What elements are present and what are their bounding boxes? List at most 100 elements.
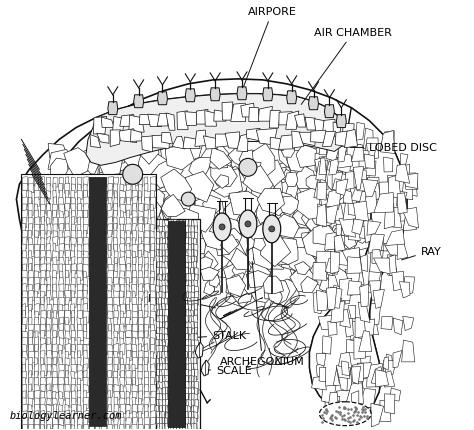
Polygon shape [138,256,153,274]
Polygon shape [328,286,343,308]
Polygon shape [28,204,33,216]
Polygon shape [177,221,180,231]
Polygon shape [77,217,81,227]
Polygon shape [168,227,171,240]
Polygon shape [156,406,159,416]
Polygon shape [46,324,50,333]
Polygon shape [150,285,155,295]
Polygon shape [189,247,206,265]
Polygon shape [182,358,186,370]
Polygon shape [364,154,374,169]
Polygon shape [334,298,343,318]
Polygon shape [188,328,192,338]
Polygon shape [113,371,118,383]
Polygon shape [59,418,64,425]
Polygon shape [46,251,51,261]
Polygon shape [384,204,395,229]
Text: AIR CHAMBER: AIR CHAMBER [301,28,392,105]
Polygon shape [126,271,131,283]
Polygon shape [77,204,82,217]
Polygon shape [112,117,125,135]
Polygon shape [339,265,353,279]
Polygon shape [120,351,123,364]
Polygon shape [59,344,63,354]
Polygon shape [301,276,318,293]
Polygon shape [383,357,389,370]
Polygon shape [183,262,187,273]
Polygon shape [83,258,89,270]
Polygon shape [191,273,195,283]
Polygon shape [126,398,130,405]
Polygon shape [277,249,292,265]
Polygon shape [138,304,142,316]
Polygon shape [102,364,105,375]
Polygon shape [90,405,95,412]
Polygon shape [168,382,172,396]
Polygon shape [205,175,223,190]
Polygon shape [59,365,64,375]
Polygon shape [313,223,335,246]
Polygon shape [156,364,160,376]
Polygon shape [168,262,172,271]
Polygon shape [65,298,69,306]
Polygon shape [46,191,51,200]
Polygon shape [41,224,45,236]
Polygon shape [59,391,63,400]
Polygon shape [188,250,192,263]
Polygon shape [285,172,298,187]
Polygon shape [325,148,341,169]
Polygon shape [46,412,50,424]
Polygon shape [40,278,45,289]
Polygon shape [173,376,178,387]
Polygon shape [357,192,367,212]
Polygon shape [162,394,165,408]
Polygon shape [132,404,137,413]
Polygon shape [41,245,45,255]
Polygon shape [221,228,242,250]
Polygon shape [22,398,26,411]
Polygon shape [168,304,173,314]
Polygon shape [230,252,249,271]
Polygon shape [157,370,159,381]
Polygon shape [40,411,45,423]
Polygon shape [59,271,63,282]
Polygon shape [317,252,332,274]
Polygon shape [175,239,195,254]
Polygon shape [168,370,172,381]
Polygon shape [171,292,174,301]
Polygon shape [156,304,160,315]
Polygon shape [291,158,310,181]
Polygon shape [170,274,173,289]
Polygon shape [77,231,82,243]
Polygon shape [89,378,94,390]
Polygon shape [168,322,173,330]
Polygon shape [326,206,338,224]
Polygon shape [165,249,169,264]
Polygon shape [369,270,381,287]
Polygon shape [347,145,360,163]
Polygon shape [95,264,100,273]
Polygon shape [182,280,186,288]
Polygon shape [168,375,172,388]
Polygon shape [108,311,113,319]
Polygon shape [156,340,159,350]
Polygon shape [40,211,45,222]
Polygon shape [191,232,195,246]
Polygon shape [164,334,169,343]
Polygon shape [165,376,169,387]
Polygon shape [28,218,33,228]
Polygon shape [159,292,164,305]
Polygon shape [126,418,131,427]
Polygon shape [248,217,272,241]
Polygon shape [176,250,180,262]
Polygon shape [64,338,68,350]
Polygon shape [151,371,155,382]
Polygon shape [78,412,82,422]
Polygon shape [95,371,99,381]
Polygon shape [101,244,106,255]
Polygon shape [159,250,162,261]
Polygon shape [310,193,338,219]
Polygon shape [133,325,137,332]
Polygon shape [126,378,132,386]
Polygon shape [168,328,172,341]
